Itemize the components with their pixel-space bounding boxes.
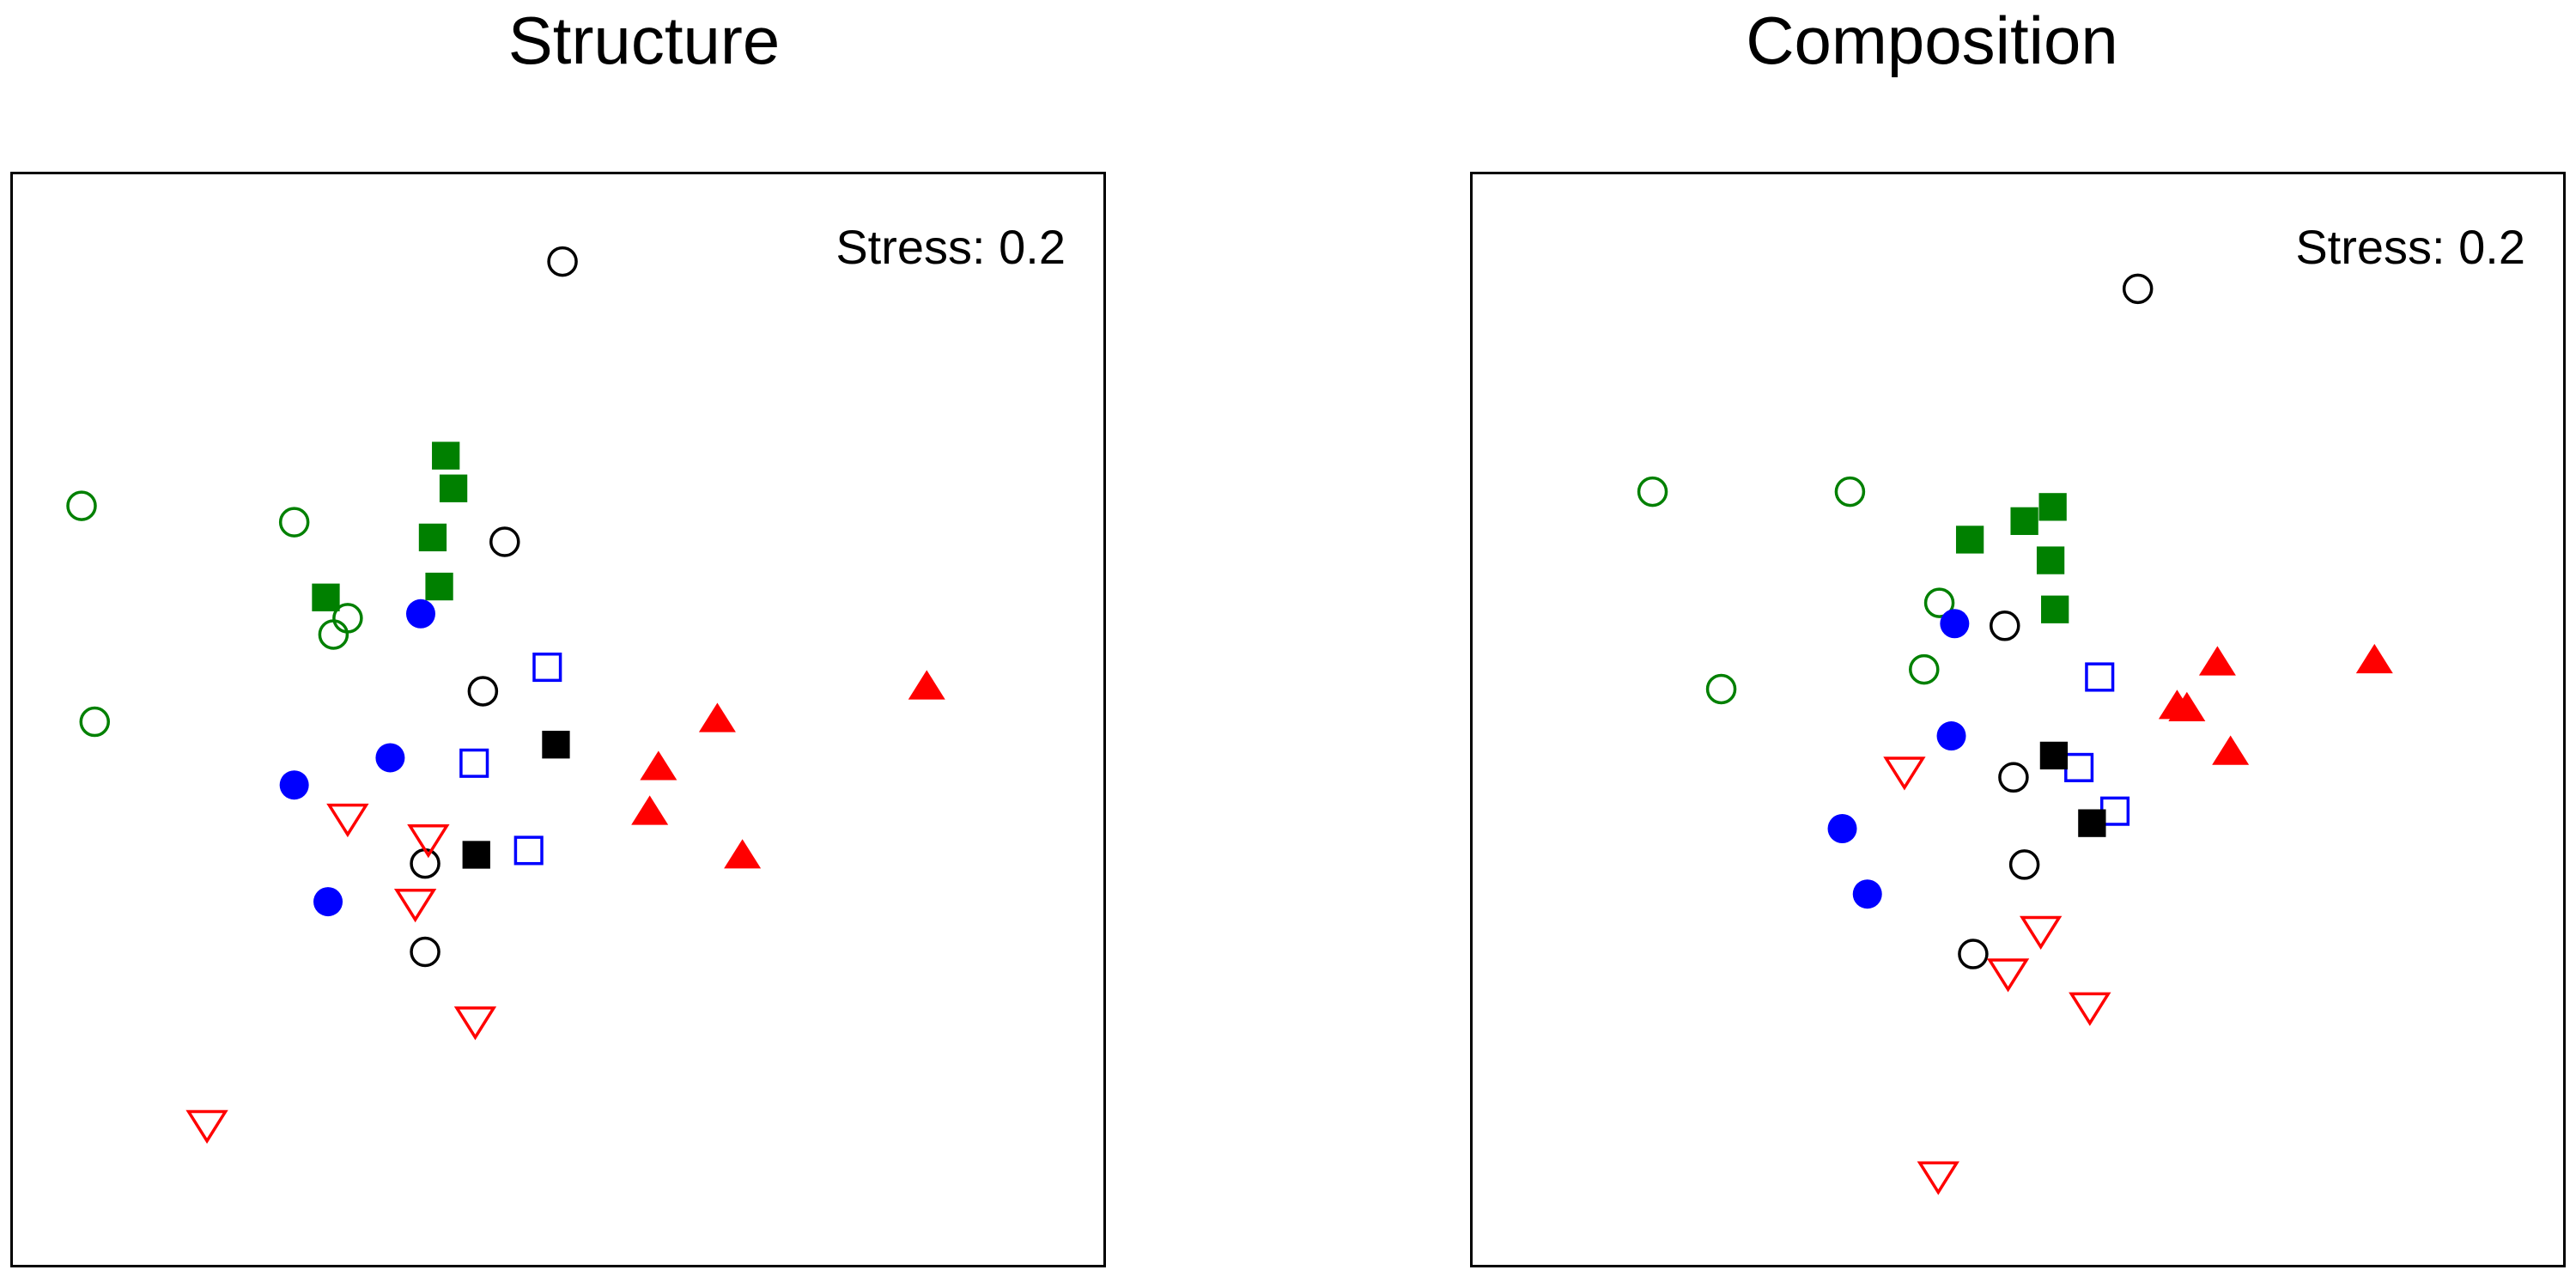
data-point-red-open-triangle-down: [453, 1006, 497, 1041]
data-point-blue-open-square: [459, 748, 489, 778]
data-point-blue-filled-circle: [405, 599, 435, 629]
data-point-black-filled-square: [2039, 741, 2069, 770]
data-point-blue-filled-circle: [313, 887, 343, 917]
data-point-red-open-triangle-down: [2019, 915, 2063, 950]
data-point-green-filled-square: [432, 441, 460, 470]
data-point-red-filled-triangle-up: [2355, 643, 2393, 674]
data-point-black-open-circle: [410, 848, 440, 879]
data-point-black-open-circle: [1958, 939, 1989, 969]
data-point-black-open-circle: [1998, 762, 2029, 793]
data-point-green-open-circle: [318, 619, 349, 650]
data-point-blue-filled-circle: [279, 770, 309, 800]
data-point-blue-open-square: [2064, 752, 2094, 782]
data-point-red-open-triangle-down: [2069, 992, 2111, 1026]
data-point-black-open-circle: [1990, 611, 2020, 641]
data-point-red-open-triangle-down: [393, 888, 437, 923]
data-point-green-open-circle: [79, 706, 110, 738]
data-point-black-filled-square: [462, 841, 490, 869]
data-point-red-open-triangle-down: [185, 1109, 228, 1145]
data-point-red-open-triangle-down: [1986, 958, 2030, 993]
plot-area: Stress: 0.2: [1470, 172, 2566, 1267]
data-point-blue-filled-circle: [1827, 814, 1857, 843]
data-point-red-open-triangle-down: [1917, 1161, 1959, 1195]
scatter-plot: [66, 246, 945, 1145]
data-point-black-open-circle: [2122, 273, 2154, 305]
data-point-black-open-circle: [467, 676, 499, 707]
data-point-green-open-circle: [1705, 673, 1737, 705]
chart-title: Structure: [507, 3, 781, 78]
data-point-black-open-circle: [547, 246, 578, 277]
data-point-red-filled-triangle-up: [2168, 691, 2206, 721]
data-point-red-filled-triangle-up: [2212, 735, 2250, 765]
structure-panel: Structure Stress: 0.2: [10, 3, 1106, 1267]
data-point-red-open-triangle-down: [326, 803, 369, 838]
data-point-green-filled-square: [425, 572, 453, 601]
data-point-red-filled-triangle-up: [724, 839, 762, 869]
data-point-black-filled-square: [542, 731, 570, 759]
data-point-blue-filled-circle: [1940, 609, 1970, 639]
data-point-blue-filled-circle: [1852, 879, 1882, 909]
data-point-red-filled-triangle-up: [908, 670, 945, 700]
plot-area: Stress: 0.2: [10, 172, 1106, 1267]
data-point-green-open-circle: [1834, 476, 1866, 507]
data-point-black-open-circle: [2008, 849, 2040, 880]
data-point-blue-open-square: [532, 652, 562, 683]
data-point-red-open-triangle-down: [1883, 756, 1926, 791]
data-point-blue-open-square: [513, 835, 544, 866]
stress-annotation: Stress: 0.2: [2295, 220, 2525, 274]
data-point-blue-filled-circle: [375, 743, 405, 773]
data-point-red-filled-triangle-up: [2198, 646, 2236, 676]
data-point-green-filled-square: [2010, 507, 2038, 536]
data-point-black-open-circle: [410, 936, 440, 968]
chart-title: Composition: [1746, 3, 2118, 78]
data-point-green-filled-square: [1955, 526, 1984, 554]
data-point-green-filled-square: [2036, 546, 2065, 574]
data-point-red-open-triangle-down: [407, 824, 450, 859]
data-point-green-filled-square: [418, 523, 447, 552]
data-point-blue-filled-circle: [1936, 721, 1966, 751]
stress-annotation: Stress: 0.2: [835, 220, 1066, 274]
data-point-green-open-circle: [1923, 587, 1955, 618]
data-point-green-open-circle: [278, 507, 310, 538]
data-point-black-filled-square: [2078, 809, 2106, 837]
data-point-green-filled-square: [2041, 595, 2069, 623]
data-point-green-filled-square: [2038, 493, 2067, 521]
data-point-green-filled-square: [312, 583, 340, 611]
data-point-green-open-circle: [1909, 653, 1940, 685]
data-point-black-open-circle: [489, 526, 520, 557]
data-point-red-filled-triangle-up: [698, 702, 736, 732]
data-point-red-filled-triangle-up: [640, 750, 677, 781]
data-point-green-open-circle: [1637, 476, 1668, 507]
data-point-green-open-circle: [66, 490, 97, 521]
data-point-red-filled-triangle-up: [631, 795, 669, 825]
data-point-green-filled-square: [439, 474, 468, 502]
data-point-blue-open-square: [2085, 662, 2115, 692]
composition-panel: Composition Stress: 0.2: [1288, 0, 2576, 1276]
scatter-plot: [1637, 273, 2393, 1195]
